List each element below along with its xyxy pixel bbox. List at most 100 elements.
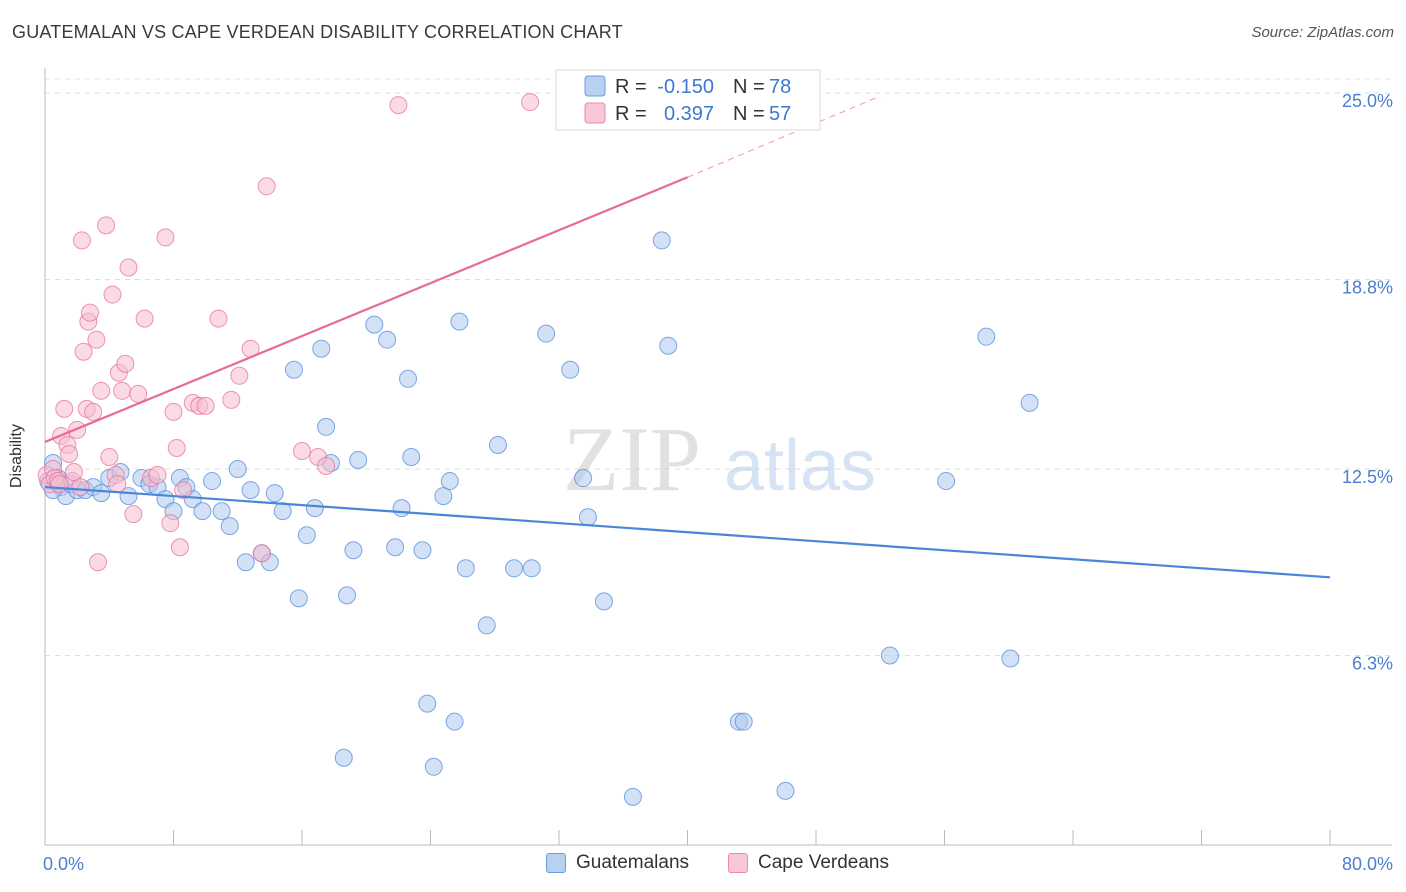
data-point xyxy=(193,502,212,521)
data-point xyxy=(80,303,99,322)
data-point xyxy=(337,586,356,605)
data-point xyxy=(284,360,303,379)
data-point xyxy=(456,559,475,578)
data-point xyxy=(418,694,437,713)
data-point xyxy=(252,544,271,563)
data-point xyxy=(170,538,189,557)
watermark-zip: ZIP xyxy=(563,408,701,510)
data-point xyxy=(135,309,154,328)
data-point xyxy=(440,472,459,491)
legend-swatch-cape-verdeans xyxy=(584,102,606,124)
data-point xyxy=(289,589,308,608)
data-point xyxy=(574,469,593,488)
data-point xyxy=(167,438,186,457)
tick-labels: 6.3% 12.5% 18.8% 25.0% 0.0% 80.0% xyxy=(43,91,1393,874)
data-point xyxy=(977,327,996,346)
data-point xyxy=(196,396,215,415)
data-point xyxy=(434,487,453,506)
data-point xyxy=(203,472,222,491)
data-point xyxy=(659,336,678,355)
data-point xyxy=(365,315,384,334)
data-point xyxy=(734,712,753,731)
legend: R = -0.150 N = 78 R = 0.397 N = 57 xyxy=(555,69,821,131)
data-point xyxy=(522,559,541,578)
data-point xyxy=(212,502,231,521)
data-point xyxy=(477,616,496,635)
data-point xyxy=(378,330,397,349)
data-point xyxy=(72,231,91,250)
data-point xyxy=(222,390,241,409)
chart-title: GUATEMALAN VS CAPE VERDEAN DISABILITY CO… xyxy=(12,22,623,42)
data-point xyxy=(103,285,122,304)
data-point xyxy=(450,312,469,331)
data-point xyxy=(92,381,111,400)
x-tick-label: 80.0% xyxy=(1342,854,1393,874)
data-point xyxy=(349,451,368,469)
legend-swatch-guatemalans xyxy=(584,75,606,97)
data-point xyxy=(161,514,180,533)
data-point xyxy=(344,541,363,560)
data-point xyxy=(273,502,292,521)
data-point xyxy=(148,466,167,485)
legend-n-value-1: 78 xyxy=(769,76,791,98)
data-point xyxy=(74,342,93,361)
data-point xyxy=(389,96,408,115)
data-point xyxy=(1001,649,1020,668)
series-guatemalans xyxy=(39,231,1039,806)
data-point xyxy=(119,258,138,277)
data-point xyxy=(60,444,79,463)
data-point xyxy=(402,447,421,466)
x-tick-label: 0.0% xyxy=(43,854,84,874)
data-point xyxy=(108,475,127,494)
data-points xyxy=(37,93,1039,806)
data-point xyxy=(97,216,116,235)
data-point xyxy=(50,475,69,494)
data-point xyxy=(228,460,247,479)
data-point xyxy=(265,484,284,503)
data-point xyxy=(116,354,135,373)
axes xyxy=(44,68,1392,846)
data-point xyxy=(164,402,183,421)
legend-n-value-2: 57 xyxy=(769,103,791,125)
data-point xyxy=(445,712,464,731)
data-point xyxy=(776,781,795,800)
series-cape-verdeans xyxy=(37,93,540,572)
data-point xyxy=(129,384,148,403)
data-point xyxy=(68,420,87,439)
data-point xyxy=(312,339,331,358)
trend-lines xyxy=(44,95,1331,579)
legend-n-label-1: N = xyxy=(733,76,765,98)
data-point xyxy=(386,538,405,557)
y-tick-label: 25.0% xyxy=(1342,91,1393,111)
data-point xyxy=(55,399,74,418)
legend-r-label-2: R = xyxy=(615,103,647,125)
trend-line-cape-verdeans xyxy=(44,176,688,443)
data-point xyxy=(92,484,111,503)
data-point xyxy=(64,463,83,482)
data-point xyxy=(537,324,556,343)
legend-n-label-2: N = xyxy=(733,103,765,125)
data-point xyxy=(257,177,276,196)
legend-r-value-2: 0.397 xyxy=(664,103,714,125)
data-point xyxy=(71,478,90,497)
bottom-legend-label-guatemalans: Guatemalans xyxy=(576,852,690,873)
bottom-legend-guatemalans: Guatemalans xyxy=(546,852,689,874)
data-point xyxy=(241,481,260,500)
y-tick-label: 6.3% xyxy=(1352,654,1393,674)
data-point xyxy=(880,646,899,665)
data-point xyxy=(521,93,540,112)
bottom-legend-swatch-cape-verdeans xyxy=(728,853,748,873)
data-point xyxy=(174,481,193,500)
data-point xyxy=(209,309,228,328)
data-point xyxy=(100,447,119,466)
legend-r-label-1: R = xyxy=(615,76,647,98)
data-point xyxy=(297,526,316,545)
data-point xyxy=(236,553,255,572)
watermark-atlas: atlas xyxy=(724,426,876,506)
legend-r-value-1: -0.150 xyxy=(657,76,714,98)
data-point xyxy=(399,369,418,388)
data-point xyxy=(413,541,432,560)
bottom-legend-swatch-guatemalans xyxy=(546,853,566,873)
data-point xyxy=(578,508,597,527)
